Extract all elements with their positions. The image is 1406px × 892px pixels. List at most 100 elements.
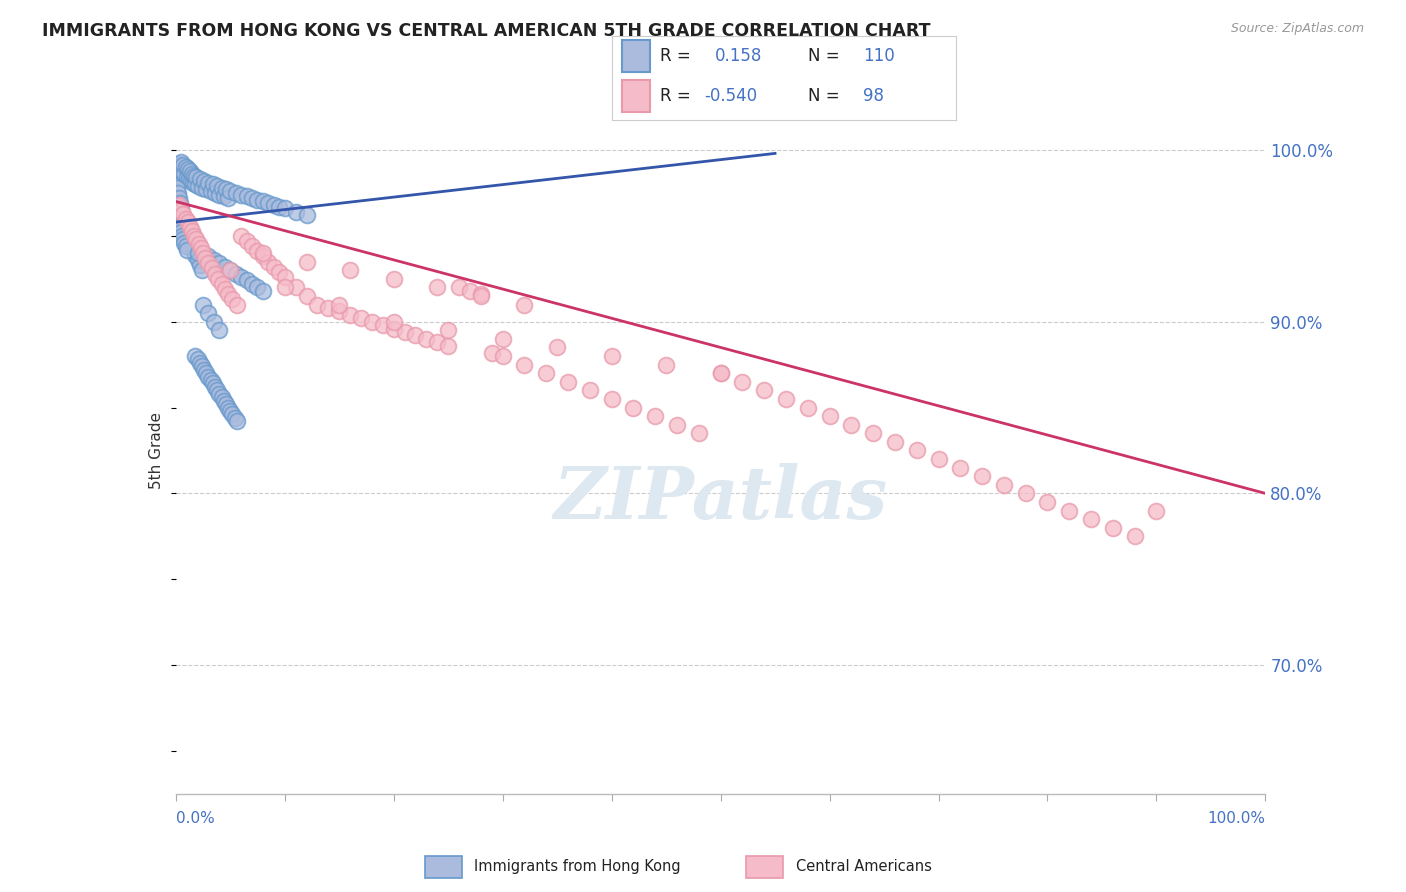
Point [188, 172, 211, 186]
Point [274, 202, 297, 216]
Point [492, 349, 515, 363]
Point [219, 184, 242, 198]
Point [274, 270, 297, 285]
Point [371, 318, 394, 332]
Y-axis label: 5th Grade: 5th Grade [149, 412, 165, 489]
Point [177, 232, 200, 246]
Point [207, 271, 229, 285]
Point [225, 186, 247, 200]
Point [710, 366, 733, 380]
Point [252, 194, 274, 209]
Point [195, 366, 218, 380]
Text: Source: ZipAtlas.com: Source: ZipAtlas.com [1230, 22, 1364, 36]
Point [167, 157, 190, 171]
Point [382, 315, 405, 329]
Point [470, 289, 492, 303]
Point [167, 186, 190, 200]
Point [211, 180, 233, 194]
Text: IMMIGRANTS FROM HONG KONG VS CENTRAL AMERICAN 5TH GRADE CORRELATION CHART: IMMIGRANTS FROM HONG KONG VS CENTRAL AME… [42, 22, 931, 40]
Point [167, 198, 190, 212]
Text: 0.0%: 0.0% [176, 811, 215, 826]
Point [600, 392, 623, 406]
Point [186, 352, 209, 367]
Point [274, 280, 297, 294]
Point [1080, 512, 1102, 526]
Point [191, 263, 214, 277]
Point [215, 397, 238, 411]
Point [208, 323, 231, 337]
Point [217, 191, 239, 205]
Point [240, 239, 263, 253]
Point [212, 393, 235, 408]
Bar [425, 856, 461, 878]
Point [415, 332, 437, 346]
Text: 100.0%: 100.0% [1208, 811, 1265, 826]
Point [257, 196, 280, 211]
Point [970, 469, 993, 483]
Point [754, 384, 776, 398]
Point [666, 417, 689, 432]
Point [246, 280, 269, 294]
Point [202, 252, 225, 267]
Point [172, 211, 194, 226]
Point [181, 224, 204, 238]
Point [180, 237, 202, 252]
Point [426, 280, 449, 294]
Point [884, 434, 907, 449]
Point [172, 206, 194, 220]
Point [197, 249, 219, 263]
Text: R =: R = [659, 87, 690, 105]
Point [172, 232, 194, 246]
Point [796, 401, 818, 415]
Point [382, 321, 405, 335]
Point [197, 369, 219, 384]
Point [214, 260, 236, 274]
Point [181, 176, 204, 190]
Point [221, 408, 243, 422]
Point [263, 260, 285, 274]
Point [197, 176, 219, 190]
Point [231, 270, 253, 285]
Point [818, 409, 841, 424]
Point [246, 193, 269, 207]
Point [235, 234, 257, 248]
Point [167, 169, 190, 183]
Point [557, 375, 579, 389]
Point [167, 191, 190, 205]
Point [184, 349, 207, 363]
Point [173, 217, 195, 231]
Point [394, 325, 416, 339]
Text: -0.540: -0.540 [704, 87, 758, 105]
Point [208, 386, 231, 401]
Point [211, 390, 233, 404]
Point [180, 174, 202, 188]
Point [177, 215, 200, 229]
Point [184, 178, 207, 192]
Point [166, 211, 188, 226]
Point [176, 227, 198, 241]
Point [195, 182, 218, 196]
Point [201, 261, 224, 276]
Point [263, 198, 285, 212]
Point [1015, 486, 1038, 500]
Point [215, 182, 238, 196]
Point [257, 254, 280, 268]
Point [177, 172, 200, 186]
Point [204, 267, 226, 281]
Point [426, 335, 449, 350]
Point [731, 375, 754, 389]
Point [197, 306, 219, 320]
Point [197, 256, 219, 270]
Point [172, 206, 194, 220]
Point [170, 155, 193, 169]
Point [205, 384, 228, 398]
Point [235, 189, 257, 203]
Point [621, 401, 644, 415]
Point [170, 226, 193, 240]
Point [172, 165, 194, 179]
Point [1057, 503, 1080, 517]
Text: N =: N = [808, 47, 839, 65]
Point [217, 401, 239, 415]
Point [225, 297, 247, 311]
Point [169, 222, 191, 236]
